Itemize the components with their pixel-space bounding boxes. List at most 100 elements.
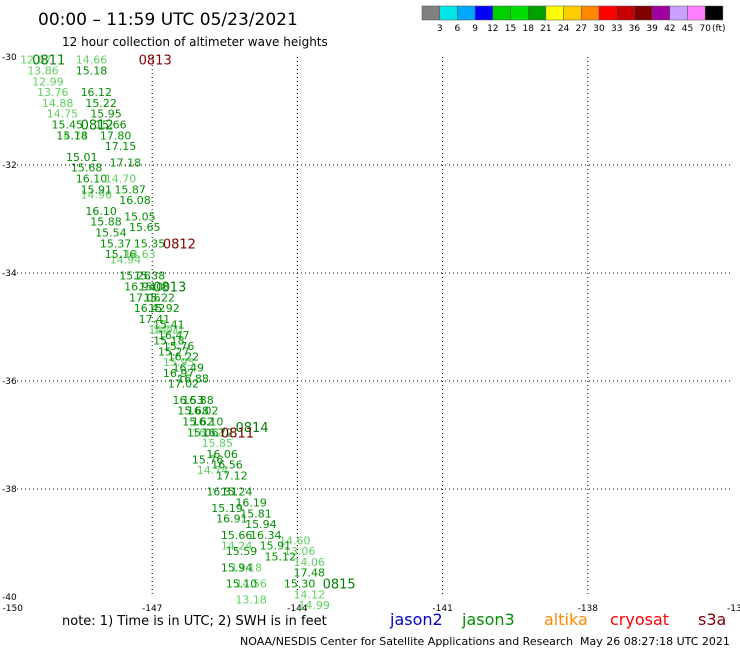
wave-height-label: 16.42 <box>134 302 166 315</box>
colorbar-swatch <box>563 5 582 21</box>
wave-height-label: 13.18 <box>235 594 267 607</box>
wave-height-label: 15.93 <box>163 356 195 369</box>
colorbar-label: 70 <box>699 24 711 34</box>
wave-height-label: 16.22 <box>168 351 200 364</box>
wave-height-label: 14.91 <box>148 324 180 337</box>
time-marker-label: 0811 <box>32 54 65 69</box>
wave-height-label: 17.18 <box>110 156 142 169</box>
wave-height-label: 15.16 <box>105 248 137 261</box>
wave-height-label: 15.22 <box>85 97 117 110</box>
wave-height-label: 15.35 <box>134 237 166 250</box>
wave-height-label: 15.10 <box>226 578 258 591</box>
x-tick-label: -144 <box>287 604 308 614</box>
colorbar-swatch <box>704 5 724 21</box>
wave-height-label: 15.27 <box>158 345 190 358</box>
wave-height-label: 14.71 <box>153 324 185 337</box>
colorbar-label: 12 <box>487 24 498 34</box>
wave-height-label: 17.48 <box>294 567 326 580</box>
colorbar-swatch <box>457 5 476 21</box>
time-marker-label: 0811 <box>221 426 254 441</box>
wave-height-label: 16.08 <box>119 194 150 207</box>
colorbar-label: 15 <box>505 24 516 34</box>
colorbar-label: 39 <box>646 24 658 34</box>
wave-height-label: 15.59 <box>226 545 258 558</box>
wave-height-label: 15.92 <box>148 302 180 315</box>
x-tick-label: -138 <box>578 604 599 614</box>
wave-height-label: 15.00 <box>139 281 171 294</box>
satellite-legend-cryosat: cryosat <box>610 610 669 629</box>
wave-height-label: 16.47 <box>158 329 190 342</box>
wave-height-label: 15.18 <box>153 335 185 348</box>
wave-height-label: 14.70 <box>105 173 137 186</box>
satellite-legend-s3a: s3a <box>698 610 726 629</box>
colorbar-label: 6 <box>455 24 461 34</box>
x-tick-label: -135 <box>727 604 740 614</box>
wave-height-label: 14.63 <box>124 248 155 261</box>
y-tick-label: -36 <box>2 377 17 387</box>
wave-height-label: 13.18 <box>231 561 263 574</box>
time-marker-label: 0812 <box>163 237 196 252</box>
wave-height-label: 15.24 <box>221 486 253 499</box>
wave-height-label: 15.18 <box>76 65 108 78</box>
wave-height-label: 14.74 <box>197 464 229 477</box>
satellite-legend-altika: altika <box>544 610 588 629</box>
wave-height-label: 15.81 <box>240 507 272 520</box>
wave-height-label: 12.99 <box>32 75 64 88</box>
credit-line: NOAA/NESDIS Center for Satellite Applica… <box>240 635 573 648</box>
y-tick-label: -30 <box>2 53 17 63</box>
wave-height-label: 16.12 <box>192 426 224 439</box>
wave-height-label: 16.10 <box>85 205 117 218</box>
wave-height-label: 17.41 <box>139 313 171 326</box>
colorbar-label: 42 <box>664 24 675 34</box>
y-tick-label: -38 <box>2 485 17 495</box>
wave-height-label: 14.24 <box>221 540 253 553</box>
colorbar-label: 24 <box>558 24 570 34</box>
wave-height-label: 15.66 <box>221 529 253 542</box>
wave-height-label: 15.41 <box>153 318 185 331</box>
chart-title: 00:00 – 11:59 UTC 05/23/2021 <box>38 10 298 30</box>
colorbar-swatch <box>545 5 564 21</box>
wave-height-label: 14.56 <box>235 578 267 591</box>
wave-height-label: 15.91 <box>81 183 113 196</box>
y-tick-label: -32 <box>2 161 17 171</box>
wave-height-label: 16.31 <box>206 486 238 499</box>
wave-height-label: 15.54 <box>95 227 127 240</box>
wave-height-label: 16.10 <box>76 173 108 186</box>
wave-height-label: 17.12 <box>216 470 248 483</box>
colorbar-swatch <box>669 5 688 21</box>
wave-height-label: 15.88 <box>90 216 122 229</box>
wave-height-label: 15.87 <box>114 183 146 196</box>
colorbar-label: 36 <box>629 24 641 34</box>
wave-height-label: 15.94 <box>221 561 253 574</box>
colorbar-label: 27 <box>576 24 587 34</box>
wave-height-label: 16.88 <box>177 372 209 385</box>
chart-subtitle: 12 hour collection of altimeter wave hei… <box>62 35 328 49</box>
grid-lines <box>17 57 733 597</box>
wave-height-label: 14.60 <box>279 534 311 547</box>
time-marker-label: 0815 <box>323 578 356 593</box>
wave-height-label: 16.53 <box>173 394 205 407</box>
wave-height-label: 16.49 <box>173 362 205 375</box>
wave-height-label: 16.94 <box>124 281 155 294</box>
wave-height-label: 15.37 <box>100 237 132 250</box>
colorbar-swatch <box>439 5 458 21</box>
wave-height-label: 15.22 <box>143 291 175 304</box>
x-tick-label: -141 <box>432 604 452 614</box>
wave-height-label: 15.06 <box>187 426 219 439</box>
colorbar-swatch <box>510 5 529 21</box>
colorbar-legend: 3 6 9 12 15 18 21 24 27 30 33 36 39 42 45 70 <box>421 5 724 34</box>
colorbar-swatch <box>616 5 635 21</box>
wave-height-label: 14.75 <box>47 108 79 121</box>
satellite-legend-jason2: jason2 <box>389 610 443 629</box>
axis-ticks: -150 -147 -144 -141 -138 -135 -30 -32 -34 -36 -38 -… <box>2 53 740 614</box>
wave-height-label: 15.38 <box>134 270 166 283</box>
colorbar-label: 9 <box>472 24 478 34</box>
wave-height-label: 16.88 <box>182 394 214 407</box>
wave-height-label: 16.12 <box>81 86 113 99</box>
wave-height-label: 16.91 <box>216 513 248 526</box>
wave-height-label: 14.94 <box>110 254 142 267</box>
colorbar-swatch <box>581 5 600 21</box>
y-tick-label: -40 <box>2 593 17 603</box>
x-tick-label: -150 <box>3 604 24 614</box>
